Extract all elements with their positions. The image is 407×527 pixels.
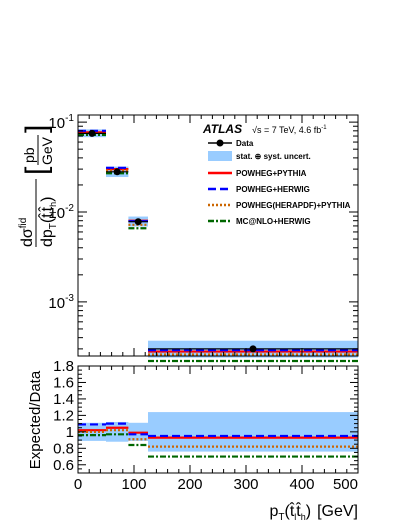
- xtick-label-3: 300: [233, 476, 258, 493]
- xtick-label-5: 500: [333, 476, 358, 493]
- data-point-0: [88, 129, 96, 137]
- legend-item-data: Data: [208, 139, 254, 148]
- upper-y-label: dσfid dpT(t̂lt̂h) [ pb GeV ]: [18, 125, 59, 247]
- x-axis-label: pT(t̂lt̂h) [GeV]: [270, 501, 359, 523]
- xtick-label-4: 400: [289, 476, 314, 493]
- ylabel-den-sub3: h: [48, 202, 58, 207]
- data-point-3: [249, 345, 257, 353]
- lower-ytick-label-0: 0.6: [53, 457, 74, 474]
- ylabel-numerator: dσ: [19, 228, 36, 247]
- legend-label-mcnlo-herwig: MC@NLO+HERWIG: [236, 217, 311, 226]
- xtick-label-2: 200: [177, 476, 202, 493]
- lower-band-1: [106, 421, 129, 442]
- upper-ytick-label-2: 10-3: [48, 293, 74, 312]
- upper-frame: [77, 114, 359, 357]
- lower-panel: 0.60.811.21.41.61.8 0 100 200 300 400 500 Expe…: [27, 358, 359, 523]
- legend-label-powheg-herapdf: POWHEG(HERAPDF)+PYTHIA: [236, 201, 351, 210]
- lower-ratio-lines: [78, 422, 358, 458]
- upper-ytick-label-1: 10-2: [48, 203, 74, 222]
- ylabel-unit-num: pb: [21, 147, 37, 163]
- ylabel-den-arg: (t̂: [37, 213, 56, 223]
- legend-item-powheg-herwig: POWHEG+HERWIG: [208, 185, 310, 194]
- lower-ticks: 0.60.811.21.41.61.8 0 100 200 300 400 500: [53, 358, 359, 493]
- svg-text:dpT(t̂lt̂h): dpT(t̂lt̂h): [37, 197, 59, 247]
- legend-item-powheg-herapdf: POWHEG(HERAPDF)+PYTHIA: [208, 201, 351, 210]
- upper-prediction-lines: [78, 129, 358, 363]
- upper-panel: 10-1 10-2 10-3 dσfid dpT(t̂lt̂h) [ pb GeV …: [18, 113, 359, 363]
- ylabel-numerator-sup: fid: [18, 218, 29, 229]
- legend-item-powheg-pythia: POWHEG+PYTHIA: [208, 169, 307, 178]
- lower-ytick-label-2: 1: [66, 424, 74, 441]
- lower-ytick-label-4: 1.4: [53, 391, 74, 408]
- lower-y-label: Expected/Data: [27, 370, 44, 469]
- ylabel-unit-den: GeV: [39, 136, 55, 165]
- lower-ytick-label-1: 0.8: [53, 440, 74, 457]
- legend-label-data: Data: [236, 139, 254, 148]
- legend: ATLAS √s = 7 TeV, 4.6 fb-1 Data stat. ⊕ …: [202, 122, 351, 226]
- lower-ytick-label-6: 1.8: [53, 358, 74, 375]
- legend-item-mcnlo-herwig: MC@NLO+HERWIG: [208, 217, 311, 226]
- lower-ytick-label-5: 1.6: [53, 374, 74, 391]
- legend-label-powheg-pythia: POWHEG+PYTHIA: [236, 169, 307, 178]
- xtick-label-1: 100: [121, 476, 146, 493]
- energy-label: √s = 7 TeV, 4.6 fb-1: [252, 125, 327, 135]
- lower-ytick-label-3: 1.2: [53, 407, 74, 424]
- ylabel-den-sub2: l: [48, 211, 58, 213]
- data-point-1: [113, 168, 121, 176]
- ylabel-den-arg2: t̂: [37, 206, 56, 212]
- svg-text:dσfid: dσfid: [18, 218, 36, 247]
- upper-data-points: [78, 129, 358, 353]
- legend-label-powheg-herwig: POWHEG+HERWIG: [236, 185, 310, 194]
- ylabel-den-close: ): [39, 197, 56, 202]
- ylabel-bracket-right: ]: [20, 125, 53, 133]
- ylabel-denominator: dp: [39, 229, 56, 247]
- upper-uncertainty-bands: [78, 129, 358, 358]
- ylabel-bracket-left: [: [20, 166, 53, 175]
- upper-ytick-label-0: 10-1: [48, 113, 74, 132]
- legend-item-band: stat. ⊕ syst. uncert.: [208, 151, 311, 161]
- atlas-label: ATLAS: [202, 122, 242, 136]
- ylabel-den-sub: T: [48, 223, 59, 229]
- data-point-2: [134, 218, 142, 226]
- xtick-label-0: 0: [74, 476, 82, 493]
- upper-ticks: 10-1 10-2 10-3: [48, 113, 359, 356]
- lower-band-3: [148, 412, 358, 452]
- legend-label-band: stat. ⊕ syst. uncert.: [236, 152, 311, 161]
